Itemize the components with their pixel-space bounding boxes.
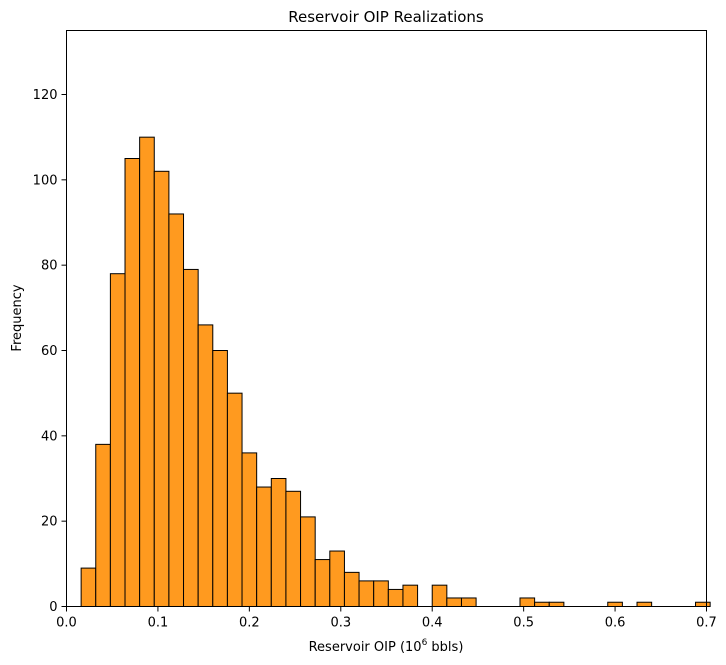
x-axis-label-main: Reservoir OIP (10 [309,640,422,655]
histogram-bar-24 [446,597,462,608]
histogram-bar-18 [343,571,360,607]
x-tick-label: 0.0 [56,616,77,631]
histogram-bar-4 [139,136,155,608]
histogram-bar-21 [387,588,404,608]
y-tick-label: 120 [33,88,58,103]
y-tick-label: 60 [41,344,58,359]
histogram-bar-23 [431,584,448,608]
histogram-bar-7 [183,268,199,607]
histogram-bar-11 [241,452,258,607]
histogram-bar-29 [607,601,623,608]
y-tick-label: 40 [41,429,58,444]
histogram-bar-25 [460,597,477,608]
histogram-bar-13 [270,478,287,607]
chart-title: Reservoir OIP Realizations [288,8,484,26]
x-axis-label-superscript: 6 [422,638,428,648]
histogram-bar-6 [168,213,185,607]
histogram-bar-10 [226,392,243,607]
histogram-bar-20 [373,580,389,608]
histogram-bar-2 [109,273,126,607]
x-tick-label: 0.6 [605,616,626,631]
x-tick-label: 0.1 [148,616,169,631]
x-axis-label-suffix: bbls) [427,640,463,655]
histogram-bar-28 [548,601,565,608]
histogram-bar-1 [95,443,111,607]
bars-group [80,136,711,608]
histogram-bar-16 [314,559,331,607]
y-tick-label: 0 [49,600,57,615]
y-axis: 0 20 40 60 80 100 120 [33,88,67,615]
x-tick-label: 0.3 [330,616,351,631]
y-tick-label: 20 [41,515,58,530]
histogram-bar-26 [519,597,536,608]
y-axis-label: Frequency [10,284,25,351]
histogram-bar-27 [534,601,550,608]
histogram-bar-15 [300,516,316,608]
x-tick-label: 0.2 [239,616,260,631]
histogram-bar-3 [124,158,141,607]
plot-frame [66,30,707,607]
histogram-bar-5 [153,170,170,608]
histogram-bar-19 [358,580,375,608]
histogram-bar-14 [285,490,302,607]
x-tick-label: 0.7 [696,616,717,631]
x-axis-label: Reservoir OIP (106 bbls) [309,638,464,655]
histogram-bar-0 [80,567,97,607]
histogram-bar-22 [402,584,419,608]
histogram-bar-31 [695,601,711,608]
x-axis: 0.0 0.1 0.2 0.3 0.4 0.5 0.6 0.7 [56,606,717,631]
histogram-bar-30 [636,601,653,608]
histogram-bar-9 [212,350,228,607]
y-tick-label: 80 [41,259,58,274]
histogram-bar-17 [329,550,345,607]
y-tick-label: 100 [33,173,58,188]
histogram-bar-8 [197,324,214,607]
x-tick-label: 0.5 [513,616,534,631]
x-tick-label: 0.4 [422,616,443,631]
histogram-bar-12 [256,486,272,607]
